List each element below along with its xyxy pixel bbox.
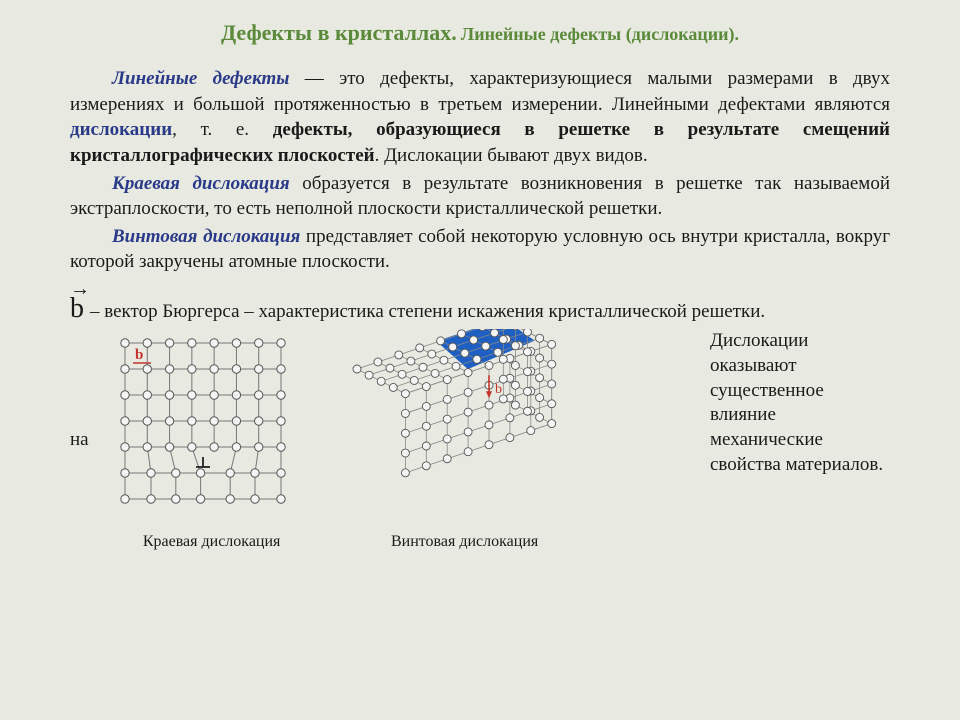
na-text: на [70, 429, 89, 451]
title-main: Дефекты в кристаллах. [221, 20, 457, 45]
term-linear-defects: Линейные дефекты [112, 68, 289, 89]
caption-edge: Краевая дислокация [143, 533, 281, 551]
burgers-vector-symbol: b [70, 281, 84, 323]
paragraph-2: Краевая дислокация образуется в результа… [70, 171, 890, 222]
svg-text:b: b [495, 382, 502, 397]
title-sub: Линейные дефекты (дислокации). [461, 24, 739, 44]
page-title: Дефекты в кристаллах. Линейные дефекты (… [70, 20, 890, 46]
keyword-dislocations: дислокации [70, 119, 172, 140]
svg-text:b: b [135, 347, 143, 363]
burgers-vector-row: b – вектор Бюргерса – характеристика сте… [70, 281, 890, 323]
paragraph-3: Винтовая дислокация представляет собой н… [70, 224, 890, 275]
caption-screw: Винтовая дислокация [391, 533, 538, 551]
paragraph-1: Линейные дефекты — это дефекты, характер… [70, 66, 890, 169]
side-note: Дислокации оказывают существенное влияни… [710, 329, 890, 477]
screw-dislocation-diagram: b [335, 329, 595, 529]
term-edge-dislocation: Краевая дислокация [112, 173, 290, 194]
figures-row: на b Краевая дислокация b Винтовая дисло… [70, 329, 890, 551]
edge-dislocation-diagram: b [107, 329, 317, 529]
figure-edge: b Краевая дислокация [107, 329, 317, 551]
figure-screw: b Винтовая дислокация [335, 329, 595, 551]
term-screw-dislocation: Винтовая дислокация [112, 226, 300, 247]
burgers-vector-text: – вектор Бюргерса – характеристика степе… [90, 301, 765, 323]
